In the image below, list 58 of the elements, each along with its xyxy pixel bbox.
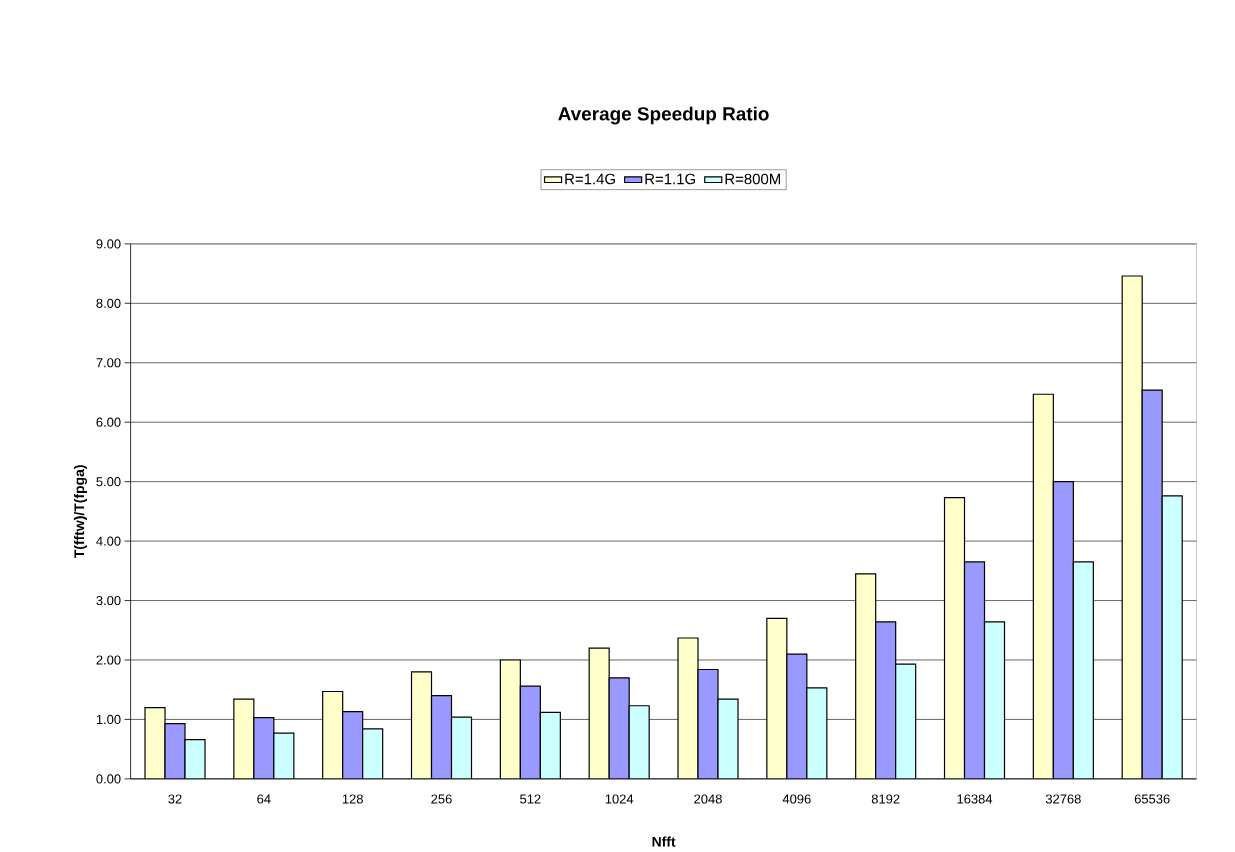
bar xyxy=(766,618,787,779)
x-tick-label: 4096 xyxy=(782,794,811,804)
y-tick-label: 3.00 xyxy=(96,595,121,606)
chart-title: Average Speedup Ratio xyxy=(558,106,769,125)
bar xyxy=(1073,561,1094,779)
bar xyxy=(589,648,610,779)
bar xyxy=(233,699,254,779)
y-tick-label: 8.00 xyxy=(96,298,121,308)
x-tick-label: 65536 xyxy=(1134,794,1170,804)
bar xyxy=(322,691,343,779)
y-tick-label: 1.00 xyxy=(96,714,121,725)
bar xyxy=(253,717,274,779)
x-tick-label: 256 xyxy=(431,794,452,804)
bar xyxy=(500,659,521,779)
x-tick-label: 64 xyxy=(257,794,271,804)
y-tick-label: 5.00 xyxy=(96,477,121,487)
bar xyxy=(1161,495,1183,779)
x-tick-label: 2048 xyxy=(694,794,722,804)
bar xyxy=(520,686,541,779)
bar xyxy=(1121,275,1143,779)
bar xyxy=(895,664,916,779)
y-tick-label: 7.00 xyxy=(96,358,121,368)
x-tick-label: 1024 xyxy=(605,794,634,804)
x-axis-title: Nfft xyxy=(652,836,676,847)
x-tick-label: 32 xyxy=(168,794,182,804)
y-tick-label: 9.00 xyxy=(96,239,121,249)
bar xyxy=(875,621,896,779)
x-tick-label: 32768 xyxy=(1045,794,1081,804)
bar xyxy=(786,654,807,779)
bar xyxy=(629,705,650,779)
bar xyxy=(806,687,827,779)
x-tick-label: 16384 xyxy=(957,794,993,804)
bar xyxy=(540,712,561,779)
bar xyxy=(342,711,363,779)
bar xyxy=(609,677,630,779)
y-tick-label: 2.00 xyxy=(96,655,121,665)
bar xyxy=(855,573,876,779)
bar xyxy=(362,728,383,779)
y-tick-label: 4.00 xyxy=(96,536,121,546)
bar xyxy=(431,695,452,779)
legend-label: R=800M xyxy=(725,173,781,185)
y-tick-label: 0.00 xyxy=(96,774,121,784)
x-tick-label: 512 xyxy=(520,794,541,804)
legend-label: R=1.1G xyxy=(645,173,696,185)
x-tick-label: 128 xyxy=(342,794,363,804)
bar xyxy=(273,733,294,779)
y-axis-title: T(fftw)/T(fpga) xyxy=(73,465,88,559)
bar xyxy=(411,671,432,779)
bar xyxy=(1053,481,1074,779)
legend-label: R=1.4G xyxy=(565,173,615,185)
x-tick-label: 8192 xyxy=(871,794,900,804)
y-tick-label: 6.00 xyxy=(96,417,121,427)
bar xyxy=(1033,394,1054,779)
bar xyxy=(451,717,472,779)
bar xyxy=(964,561,985,779)
bar xyxy=(984,621,1005,779)
bar xyxy=(944,497,965,779)
bar xyxy=(1141,389,1163,779)
